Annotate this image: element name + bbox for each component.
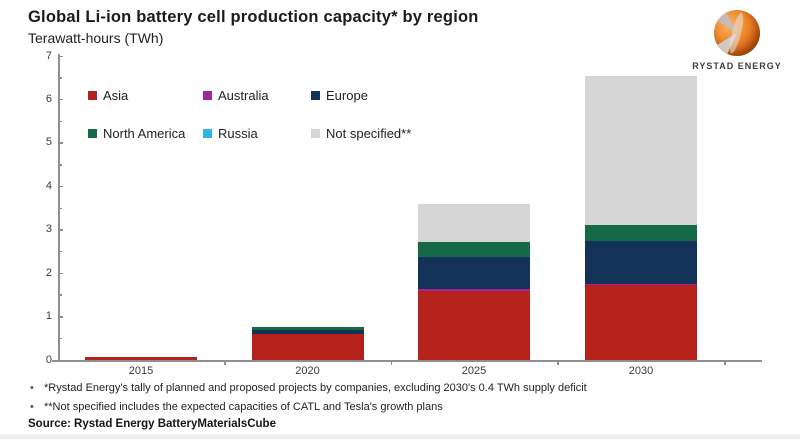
y-tick-label: 5 bbox=[45, 136, 52, 149]
bar-segment-asia bbox=[85, 356, 197, 360]
x-category-label: 2020 bbox=[295, 365, 320, 377]
legend-swatch-icon bbox=[311, 91, 320, 100]
chart-subtitle: Terawatt-hours (TWh) bbox=[28, 30, 164, 46]
y-major-tick bbox=[58, 272, 63, 275]
footnote-2: **Not specified includes the expected ca… bbox=[30, 401, 780, 413]
bar-segment-north-america bbox=[418, 241, 530, 258]
bar-segment-north-america bbox=[585, 225, 697, 242]
legend-label: Not specified** bbox=[326, 126, 412, 141]
logo-text: RYSTAD ENERGY bbox=[692, 61, 782, 71]
footnote-2-text: **Not specified includes the expected ca… bbox=[44, 401, 443, 413]
y-major-tick bbox=[58, 55, 63, 57]
x-category-label: 2015 bbox=[128, 365, 154, 377]
legend-item-europe: Europe bbox=[311, 88, 368, 103]
y-major-tick bbox=[58, 142, 63, 144]
y-major-tick bbox=[58, 185, 63, 188]
x-boundary-tick bbox=[724, 360, 726, 365]
bar-segment-asia bbox=[251, 333, 364, 360]
y-minor-tick bbox=[58, 207, 62, 209]
legend-swatch-icon bbox=[203, 129, 212, 138]
bar-segment-north-america bbox=[251, 327, 364, 330]
bar-segment-not-specified bbox=[585, 75, 697, 226]
legend-swatch-icon bbox=[88, 91, 97, 100]
legend-label: Australia bbox=[218, 88, 269, 103]
x-boundary-tick bbox=[557, 360, 559, 365]
chart-title: Global Li-ion battery cell production ca… bbox=[28, 8, 479, 26]
y-tick-label: 4 bbox=[45, 179, 52, 192]
bar-segment-asia bbox=[585, 285, 697, 360]
y-tick-label: 1 bbox=[45, 310, 52, 323]
bar-segment-europe bbox=[418, 257, 530, 289]
y-tick-label: 3 bbox=[45, 223, 52, 236]
bar-segment-europe bbox=[585, 241, 697, 284]
y-minor-tick bbox=[58, 337, 62, 340]
x-boundary-tick bbox=[390, 360, 393, 365]
x-category-label: 2030 bbox=[628, 365, 654, 377]
legend-swatch-icon bbox=[203, 91, 212, 100]
y-major-tick bbox=[58, 229, 63, 231]
y-minor-tick bbox=[58, 294, 62, 296]
bottom-strip bbox=[0, 434, 800, 439]
legend-item-asia: Asia bbox=[88, 88, 128, 103]
legend-label: Europe bbox=[326, 88, 368, 103]
bar-segment-not-specified bbox=[418, 203, 530, 242]
y-minor-tick bbox=[58, 250, 62, 253]
legend-item-not-specified-: Not specified** bbox=[311, 126, 411, 141]
y-tick-label: 6 bbox=[45, 92, 52, 105]
x-category-label: 2025 bbox=[461, 365, 487, 377]
y-tick-label: 2 bbox=[45, 266, 52, 279]
bar-segment-australia bbox=[418, 288, 530, 291]
legend-label: North America bbox=[103, 126, 186, 141]
footnote-1: *Rystad Energy's tally of planned and pr… bbox=[30, 382, 780, 394]
footnote-1-text: *Rystad Energy's tally of planned and pr… bbox=[44, 382, 587, 394]
y-major-tick bbox=[58, 316, 63, 318]
y-minor-tick bbox=[58, 77, 62, 79]
legend-item-north-america: North America bbox=[88, 126, 185, 141]
y-minor-tick bbox=[58, 120, 62, 123]
legend-label: Asia bbox=[103, 88, 129, 103]
y-tick-label: 7 bbox=[45, 49, 52, 62]
globe-icon bbox=[714, 10, 760, 56]
x-boundary-tick bbox=[224, 360, 226, 365]
y-major-tick bbox=[58, 98, 63, 101]
y-tick-label: 0 bbox=[45, 353, 52, 366]
x-axis-line bbox=[52, 360, 762, 362]
bar-segment-europe bbox=[251, 329, 364, 334]
legend-label: Russia bbox=[218, 126, 258, 141]
bar-segment-australia bbox=[585, 283, 697, 286]
legend-swatch-icon bbox=[311, 129, 320, 138]
y-major-tick bbox=[58, 359, 63, 361]
legend-item-russia: Russia bbox=[203, 126, 258, 141]
bar-segment-asia bbox=[418, 290, 530, 360]
rystad-energy-logo: RYSTAD ENERGY bbox=[682, 10, 792, 71]
source-line: Source: Rystad Energy BatteryMaterialsCu… bbox=[28, 418, 276, 430]
legend-item-australia: Australia bbox=[203, 88, 269, 103]
legend-swatch-icon bbox=[88, 129, 97, 138]
y-minor-tick bbox=[58, 164, 62, 166]
